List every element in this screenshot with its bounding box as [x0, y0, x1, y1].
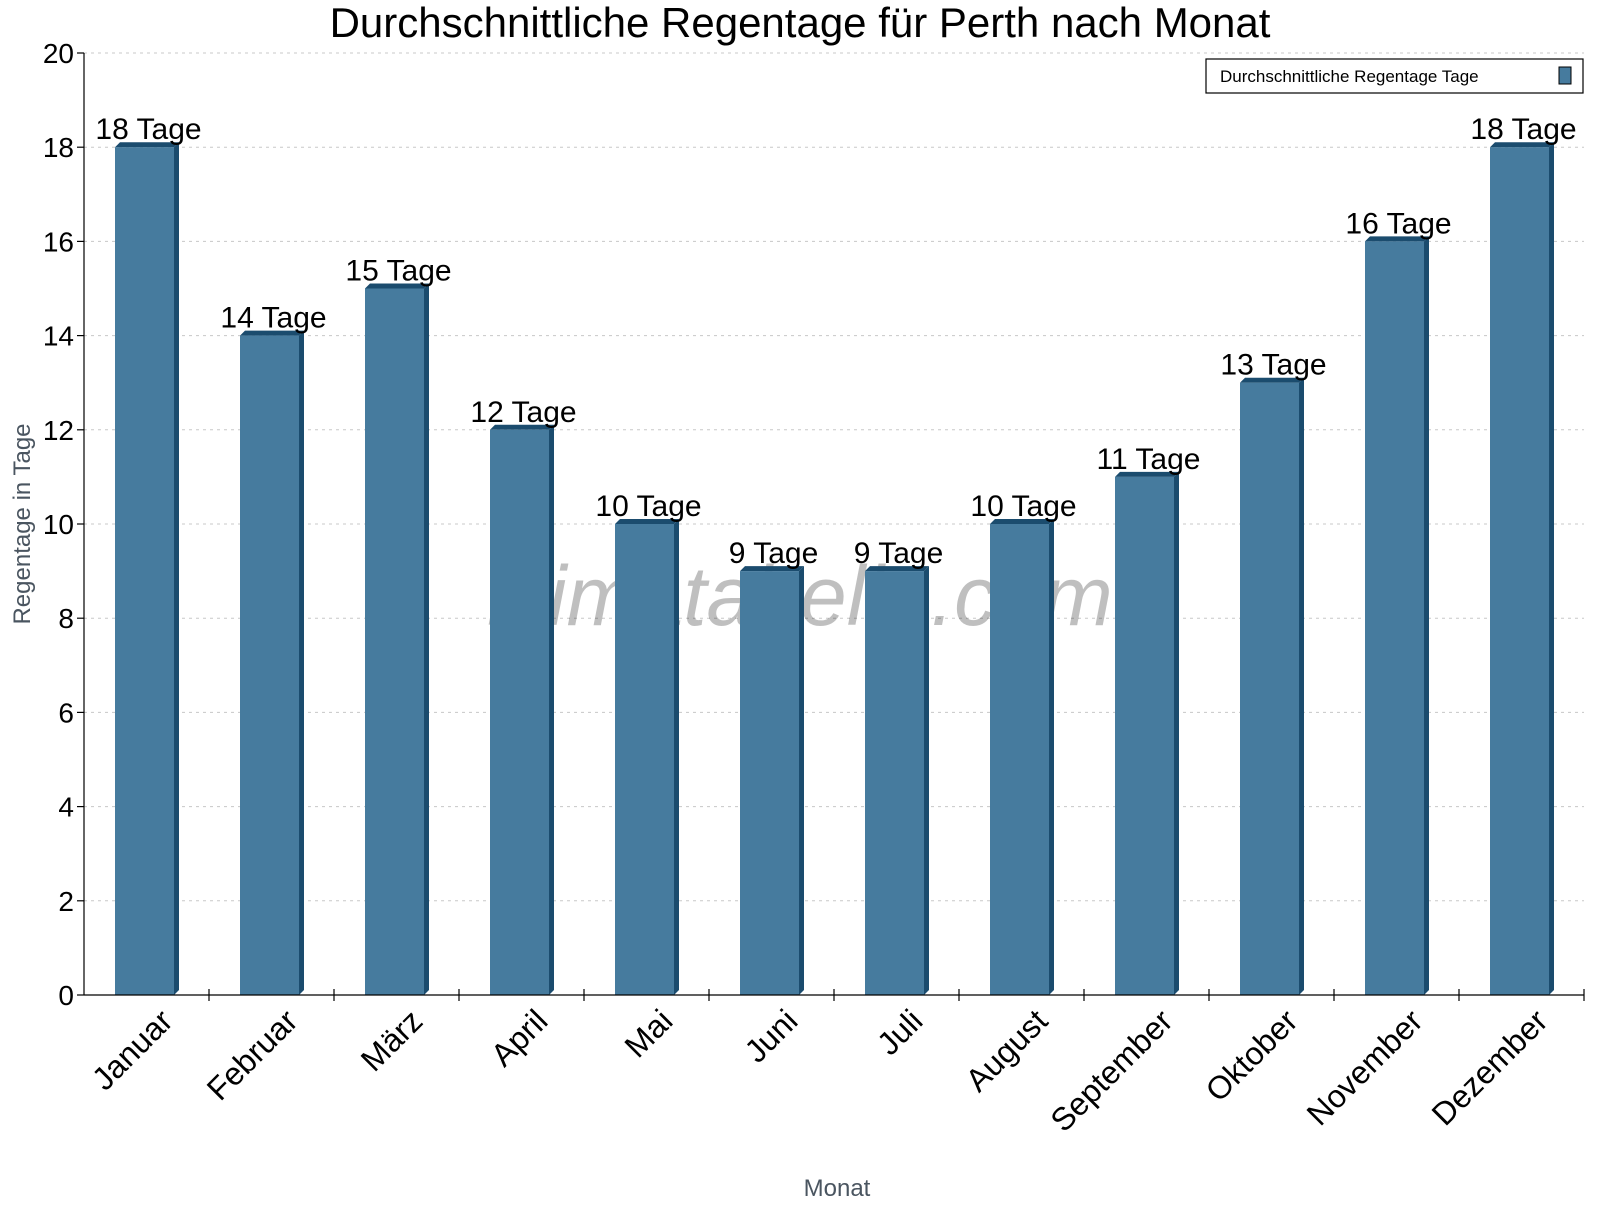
- x-tick-label: Juni: [737, 1002, 804, 1069]
- y-tick-label: 16: [43, 226, 74, 257]
- y-tick-label: 6: [58, 697, 74, 728]
- bar: [240, 335, 299, 996]
- bar-top: [1490, 142, 1554, 148]
- y-tick-label: 14: [43, 321, 74, 352]
- x-tick-label: November: [1300, 1002, 1430, 1132]
- bar: [615, 524, 674, 995]
- bar-top: [865, 566, 929, 572]
- data-label: 10 Tage: [595, 490, 701, 523]
- x-tick-label: Oktober: [1199, 1002, 1305, 1108]
- bar: [1240, 382, 1299, 995]
- x-axis-label: Monat: [804, 1175, 871, 1200]
- data-label: 11 Tage: [1097, 443, 1201, 476]
- y-tick-label: 0: [58, 980, 74, 1011]
- data-label: 16 Tage: [1345, 207, 1451, 240]
- y-tick-label: 10: [43, 509, 74, 540]
- bar: [865, 571, 924, 995]
- bar: [1490, 147, 1549, 995]
- bar-top: [490, 424, 554, 430]
- legend: Durchschnittliche Regentage Tage: [1205, 58, 1584, 94]
- bar-top: [365, 283, 429, 289]
- data-label: 18 Tage: [95, 113, 201, 146]
- bar-side: [1299, 377, 1304, 995]
- y-tick-label: 4: [58, 792, 74, 823]
- bar-side: [1549, 142, 1554, 995]
- bar-top: [1115, 471, 1179, 477]
- data-label: 9 Tage: [854, 537, 944, 570]
- bar-top: [240, 330, 304, 336]
- bar-top: [615, 519, 679, 524]
- bar-side: [549, 424, 554, 995]
- legend-swatch: [1558, 66, 1572, 85]
- x-tick-label: Januar: [85, 1002, 180, 1097]
- bar: [740, 571, 799, 995]
- legend-label: Durchschnittliche Regentage Tage: [1220, 67, 1479, 86]
- x-tick-label: September: [1043, 1002, 1179, 1138]
- bar: [115, 147, 174, 995]
- bar-side: [674, 519, 679, 995]
- data-label: 13 Tage: [1220, 349, 1326, 382]
- bar-side: [1049, 519, 1054, 995]
- y-axis-label: Regentage in Tage: [9, 423, 36, 624]
- bar-top: [1365, 236, 1429, 242]
- bar-side: [174, 142, 179, 995]
- bar-top: [1240, 377, 1304, 383]
- x-tick-label: Februar: [200, 1002, 305, 1107]
- data-label: 18 Tage: [1470, 113, 1576, 146]
- bar-top: [990, 519, 1054, 524]
- bar-side: [1174, 471, 1179, 995]
- bar-side: [424, 283, 429, 995]
- x-tick-label: August: [959, 1002, 1055, 1098]
- bar-top: [740, 566, 804, 572]
- x-tick-label: Juli: [870, 1002, 929, 1061]
- x-tick-label: April: [484, 1002, 555, 1073]
- bar-side: [299, 330, 304, 996]
- x-tick-label: Dezember: [1425, 1002, 1555, 1132]
- data-label: 10 Tage: [970, 490, 1076, 523]
- data-label: 15 Tage: [345, 255, 451, 288]
- x-tick-label: März: [354, 1002, 430, 1078]
- bar: [365, 288, 424, 995]
- bar: [490, 429, 549, 995]
- chart-title: Durchschnittliche Regentage für Perth na…: [330, 0, 1271, 46]
- y-tick-label: 18: [43, 132, 74, 163]
- y-tick-label: 20: [43, 38, 74, 69]
- bar: [1115, 476, 1174, 995]
- bars: 18 Tage 14 Tage 15 Tage 12 Tage 10 Tage 9 Tag…: [95, 113, 1577, 996]
- data-label: 14 Tage: [220, 302, 326, 335]
- data-label: 12 Tage: [470, 396, 576, 429]
- bar-side: [924, 566, 929, 995]
- y-tick-label: 12: [43, 415, 74, 446]
- bar-side: [1424, 236, 1429, 995]
- x-tick-label: Mai: [618, 1002, 680, 1064]
- y-tick-label: 8: [58, 603, 74, 634]
- grid-lines: [84, 52, 1584, 902]
- bar-side: [799, 566, 804, 995]
- data-label: 9 Tage: [729, 537, 819, 570]
- bar-top: [115, 142, 179, 148]
- legend-box: [1205, 58, 1584, 94]
- y-tick-label: 2: [58, 886, 74, 917]
- bar: [990, 524, 1049, 995]
- bar: [1365, 241, 1424, 995]
